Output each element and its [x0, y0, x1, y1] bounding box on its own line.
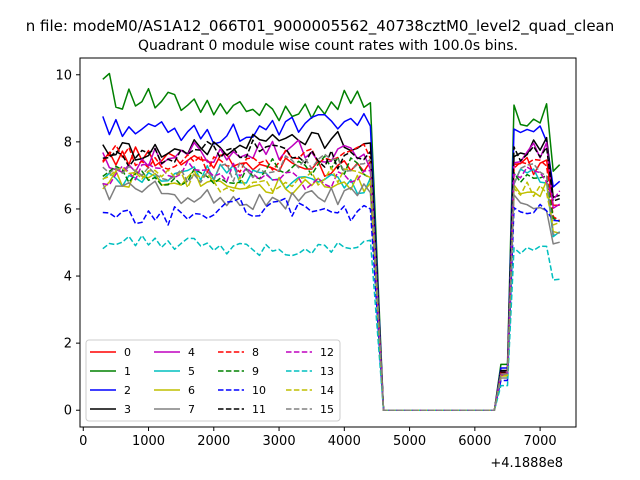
y-axis: 0 2 4 6 8 10 [55, 68, 80, 419]
x-tick-label: 4000 [328, 434, 361, 449]
y-tick-label: 8 [64, 135, 72, 150]
series-line-13 [102, 234, 560, 411]
legend-box [85, 339, 341, 422]
plot-frame [79, 57, 577, 428]
x-tick-label: 0 [79, 434, 87, 449]
series-layer [102, 72, 561, 411]
y-tick-label: 6 [64, 202, 72, 217]
y-tick-label: 0 [64, 404, 72, 419]
figure-suptitle: n file: modeM0/AS1A12_066T01_9000005562_… [26, 17, 615, 36]
legend-label-2: 2 [124, 384, 131, 397]
legend-label-6: 6 [188, 384, 195, 397]
chart-title: Quadrant 0 module wise count rates with … [138, 38, 518, 54]
legend-label-11: 11 [252, 403, 266, 416]
y-tick-label: 10 [55, 68, 72, 83]
x-tick-label: 1000 [132, 434, 165, 449]
legend-label-4: 4 [188, 346, 195, 359]
x-tick-label: 2000 [197, 434, 230, 449]
x-axis: 0 1000 2000 3000 4000 5000 6000 7000 [79, 427, 557, 449]
legend-label-12: 12 [320, 346, 334, 359]
x-tick-label: 5000 [393, 434, 426, 449]
legend-label-10: 10 [252, 384, 266, 397]
legend-label-1: 1 [124, 365, 131, 378]
legend-label-7: 7 [188, 403, 195, 416]
legend-label-15: 15 [320, 403, 334, 416]
legend-label-14: 14 [320, 384, 334, 397]
x-offset-label: +4.1888e8 [490, 456, 563, 471]
legend-label-9: 9 [252, 365, 259, 378]
legend-label-3: 3 [124, 403, 131, 416]
x-tick-label: 3000 [263, 434, 296, 449]
y-tick-label: 2 [64, 337, 72, 352]
legend-label-5: 5 [188, 365, 195, 378]
x-tick-label: 7000 [524, 434, 557, 449]
legend-label-0: 0 [124, 346, 131, 359]
x-tick-label: 6000 [458, 434, 491, 449]
y-tick-label: 4 [64, 270, 72, 285]
legend-label-8: 8 [252, 346, 259, 359]
legend-label-13: 13 [320, 365, 334, 378]
series-line-14 [102, 166, 560, 411]
series-line-15 [102, 153, 560, 411]
